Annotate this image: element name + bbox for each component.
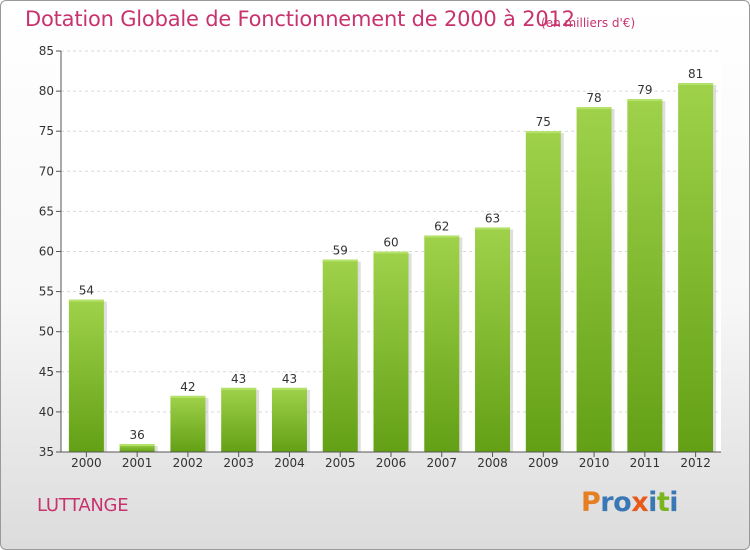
x-tick-label: 2006: [376, 456, 407, 470]
logo-letter: o: [613, 487, 632, 518]
value-label: 62: [434, 219, 449, 233]
logo-letter: i: [648, 487, 657, 518]
y-tick-label: 55: [39, 285, 54, 299]
labels: 35 40 45 50 55 60 65 70 75 80 85 54 2000 36 2001 42 2002…: [39, 44, 711, 470]
x-tick-label: 2004: [274, 456, 305, 470]
x-tick-label: 2012: [680, 456, 711, 470]
y-tick-label: 40: [39, 405, 54, 419]
value-label: 36: [130, 428, 145, 442]
bar-highlight: [68, 299, 104, 302]
x-tick-label: 2007: [426, 456, 457, 470]
y-tick-label: 50: [39, 325, 54, 339]
bar-highlight: [424, 235, 460, 238]
axes: [56, 50, 721, 457]
logo-letter: i: [669, 487, 679, 518]
bar: [475, 227, 511, 452]
bar-highlight: [525, 131, 561, 134]
bar: [576, 107, 612, 452]
value-label: 81: [688, 67, 703, 81]
value-label: 60: [383, 236, 398, 250]
x-tick-label: 2010: [579, 456, 610, 470]
bar-highlight: [119, 443, 155, 446]
x-tick-label: 2005: [325, 456, 356, 470]
y-tick-label: 85: [39, 44, 54, 58]
unit-note: (en milliers d'€): [541, 16, 636, 30]
x-tick-label: 2001: [122, 456, 153, 470]
logo-letter: t: [656, 487, 670, 518]
y-tick-label: 45: [39, 365, 54, 379]
value-label: 43: [282, 372, 297, 386]
value-label: 78: [586, 91, 601, 105]
bar-highlight: [271, 387, 307, 390]
bar: [525, 131, 561, 452]
value-label: 79: [637, 83, 652, 97]
bar: [627, 99, 663, 453]
value-label: 54: [79, 284, 94, 298]
bar-highlight: [322, 259, 358, 262]
bar: [373, 251, 409, 452]
bar-highlight: [373, 251, 409, 254]
bar: [271, 387, 307, 452]
y-tick-label: 80: [39, 84, 54, 98]
proxiti-logo: Proxiti: [581, 487, 679, 518]
x-tick-label: 2003: [223, 456, 254, 470]
x-tick-label: 2008: [477, 456, 508, 470]
bar: [119, 443, 155, 452]
bar-highlight: [627, 99, 663, 102]
bars: [68, 83, 717, 453]
bar-highlight: [221, 387, 257, 390]
bar-highlight: [170, 395, 206, 398]
value-label: 43: [231, 372, 246, 386]
bar-highlight: [678, 83, 714, 86]
bar-highlight: [576, 107, 612, 110]
y-tick-label: 75: [39, 124, 54, 138]
bar: [170, 395, 206, 452]
bar-highlight: [475, 227, 511, 230]
bar: [322, 259, 358, 452]
chart-title: Dotation Globale de Fonctionnement de 20…: [25, 7, 575, 31]
bar: [678, 83, 714, 452]
y-tick-label: 65: [39, 204, 54, 218]
logo-letter: r: [600, 487, 614, 518]
bar: [68, 299, 104, 452]
value-label: 42: [180, 380, 195, 394]
value-label: 63: [485, 211, 500, 225]
value-label: 75: [536, 115, 551, 129]
x-tick-label: 2009: [528, 456, 559, 470]
commune-name: LUTTANGE: [37, 495, 129, 516]
x-tick-label: 2011: [630, 456, 661, 470]
value-label: 59: [333, 244, 348, 258]
y-tick-label: 60: [39, 245, 54, 259]
logo-letter: x: [631, 487, 649, 518]
y-tick-label: 70: [39, 164, 54, 178]
y-tick-label: 35: [39, 445, 54, 459]
bar: [424, 235, 460, 452]
x-tick-label: 2002: [173, 456, 204, 470]
x-tick-label: 2000: [71, 456, 102, 470]
bar: [221, 387, 257, 452]
logo-letter: P: [581, 487, 601, 518]
